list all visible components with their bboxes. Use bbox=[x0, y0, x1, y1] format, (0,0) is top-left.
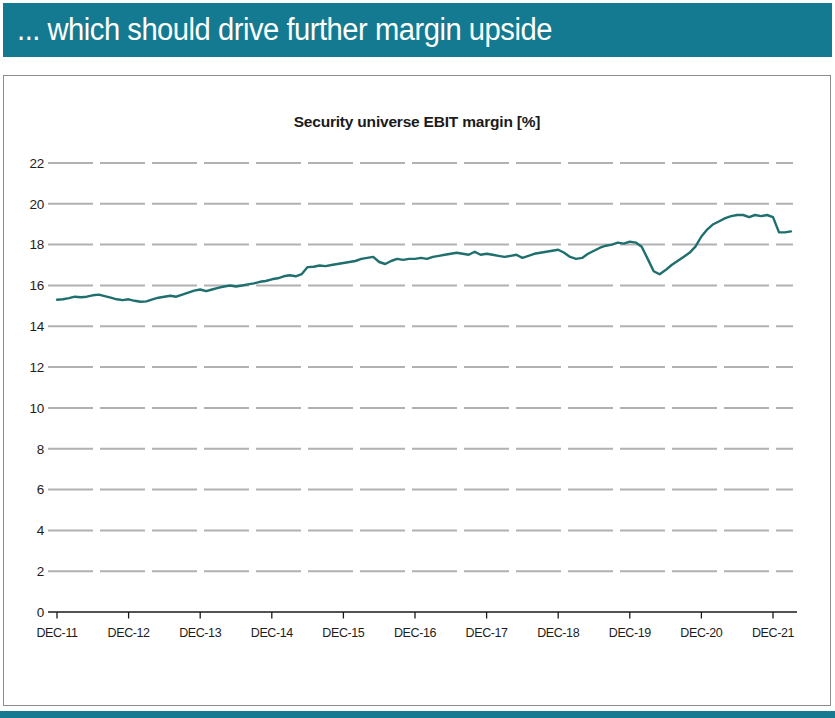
y-axis-label: 4 bbox=[37, 523, 45, 538]
report-page: ... which should drive further margin up… bbox=[0, 0, 835, 718]
y-axis-label: 2 bbox=[37, 564, 44, 579]
chart-title: Security universe EBIT margin [%] bbox=[4, 113, 830, 131]
line-chart: 0 2 4 6 8 10 12 14 16 18 20 22 DEC-11 DEC-12 DEC-13 DEC… bbox=[4, 76, 830, 705]
x-axis-label: DEC-19 bbox=[609, 626, 652, 640]
y-axis-label: 6 bbox=[37, 482, 44, 497]
y-axis-label: 18 bbox=[30, 237, 44, 252]
x-axis-label: DEC-12 bbox=[108, 626, 151, 640]
y-axis-label: 22 bbox=[30, 156, 44, 171]
header-bar: ... which should drive further margin up… bbox=[3, 3, 832, 57]
x-axis-label: DEC-16 bbox=[394, 626, 437, 640]
y-axis-label: 16 bbox=[30, 278, 44, 293]
y-axis-label: 12 bbox=[30, 360, 44, 375]
series-line bbox=[57, 215, 791, 302]
y-axis-label: 10 bbox=[30, 401, 44, 416]
x-axis-label: DEC-21 bbox=[752, 626, 795, 640]
x-axis-label: DEC-20 bbox=[680, 626, 723, 640]
page-title: ... which should drive further margin up… bbox=[17, 12, 552, 48]
x-axis-label: DEC-14 bbox=[251, 626, 294, 640]
bottom-accent-bar bbox=[0, 711, 835, 718]
y-axis-label: 20 bbox=[30, 197, 44, 212]
y-axis-label: 14 bbox=[30, 319, 45, 334]
y-axis-label: 8 bbox=[37, 442, 44, 457]
x-axis-label: DEC-15 bbox=[322, 626, 365, 640]
x-axis-label: DEC-13 bbox=[179, 626, 222, 640]
y-axis-label: 0 bbox=[37, 605, 44, 620]
x-axis-label: DEC-17 bbox=[466, 626, 509, 640]
x-axis-label: DEC-11 bbox=[36, 626, 78, 640]
chart-panel: 0 2 4 6 8 10 12 14 16 18 20 22 DEC-11 DEC-12 DEC-13 DEC… bbox=[3, 75, 831, 706]
x-axis-label: DEC-18 bbox=[537, 626, 580, 640]
